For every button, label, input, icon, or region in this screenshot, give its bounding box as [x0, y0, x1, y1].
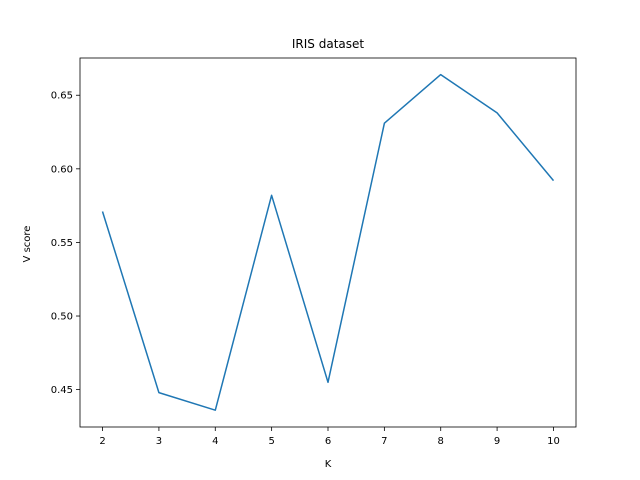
x-tick-label: 9	[494, 436, 500, 447]
x-axis-label: K	[325, 459, 332, 470]
x-tick-label: 4	[212, 436, 218, 447]
y-tick-label: 0.50	[51, 312, 73, 323]
y-tick-label: 0.65	[51, 91, 73, 102]
series-line	[101, 73, 555, 411]
y-tick-label: 0.55	[51, 238, 73, 249]
y-tick-label: 0.60	[51, 164, 73, 175]
y-axis-label: V score	[22, 226, 33, 263]
x-tick-label: 7	[381, 436, 387, 447]
x-tick-label: 5	[268, 436, 274, 447]
x-tick-label: 10	[547, 436, 560, 447]
x-tick-label: 6	[325, 436, 331, 447]
x-tick-label: 2	[99, 436, 105, 447]
plot-area: 2 3 4 5 6 7 8 9 10 0.45 0.50 0.55 0.60 0.65	[51, 57, 577, 447]
x-tick-label: 3	[156, 436, 162, 447]
x-tick-label: 8	[438, 436, 444, 447]
y-tick-label: 0.45	[51, 385, 73, 396]
chart-title: IRIS dataset	[292, 37, 365, 51]
